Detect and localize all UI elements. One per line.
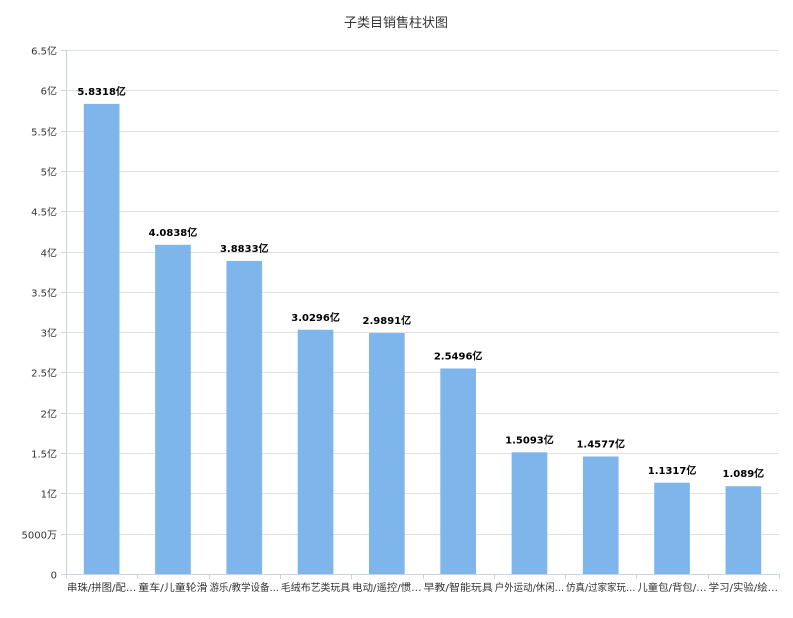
y-tick-label: 2.5亿 xyxy=(31,367,57,380)
bars xyxy=(83,103,762,575)
bar xyxy=(725,486,762,574)
x-tick-label: 户外运动/休闲… xyxy=(495,581,564,594)
y-tick-label: 6.5亿 xyxy=(31,45,57,58)
bar xyxy=(83,103,120,575)
y-tick-label: 4.5亿 xyxy=(31,206,57,219)
bar xyxy=(511,452,548,574)
y-tick-label: 1.5亿 xyxy=(31,448,57,461)
bar xyxy=(440,368,476,574)
x-tick-label: 早教/智能玩具 xyxy=(424,581,493,594)
y-tick-label: 5000万 xyxy=(22,531,57,542)
x-tick-label: 毛绒布艺类玩具 xyxy=(281,581,350,594)
chart-title: 子类目销售柱状图 xyxy=(344,15,448,31)
y-tick-label: 2亿 xyxy=(41,408,57,421)
x-tick-label: 童车/儿童轮滑 xyxy=(138,581,207,594)
data-labels: 5.8318亿 4.0838亿 3.8833亿 3.0296亿 2.9891亿 2.549… xyxy=(77,85,764,480)
data-label: 3.0296亿 xyxy=(291,311,340,324)
x-tick-label: 电动/遥控/惯… xyxy=(352,581,421,594)
x-tick-label: 学习/实验/绘… xyxy=(709,581,778,594)
y-tick-label: 3.5亿 xyxy=(31,287,57,300)
bar xyxy=(369,333,405,574)
bar xyxy=(582,456,619,574)
x-tick-label: 儿童包/背包/… xyxy=(637,581,706,594)
y-tick-label: 4亿 xyxy=(41,247,57,260)
x-tick-label: 串珠/拼图/配… xyxy=(67,581,136,594)
y-tick-label: 5亿 xyxy=(41,166,57,179)
data-label: 2.5496亿 xyxy=(434,349,483,362)
x-tick-label: 仿真/过家家玩… xyxy=(566,581,635,594)
bar xyxy=(654,482,690,574)
y-tick-label: 0 xyxy=(51,571,57,582)
data-label: 3.8833亿 xyxy=(220,242,269,255)
x-axis: 串珠/拼图/配… 童车/儿童轮滑 游乐/教学设备…毛绒布艺类玩具 电动/遥控/惯… 早教… xyxy=(66,574,780,594)
y-tick-label: 5.5亿 xyxy=(31,126,57,139)
bar xyxy=(297,329,334,574)
bar xyxy=(226,260,263,574)
data-label: 1.5093亿 xyxy=(505,433,554,446)
data-label: 5.8318亿 xyxy=(77,85,126,98)
data-label: 4.0838亿 xyxy=(149,226,198,239)
y-tick-label: 6亿 xyxy=(41,85,57,98)
data-label: 1.1317亿 xyxy=(648,464,697,477)
x-tick-label: 游乐/教学设备… xyxy=(210,581,279,594)
data-label: 1.4577亿 xyxy=(576,437,625,450)
y-tick-label: 1亿 xyxy=(41,488,57,501)
y-tick-label: 3亿 xyxy=(41,327,57,340)
y-axis-ticks: 0 5000万 1亿 1.5亿 2亿 2.5亿 3亿 3.5亿 4亿 4.5亿 5亿 5.5亿 6亿 6.… xyxy=(22,45,67,582)
bar xyxy=(155,244,191,574)
data-label: 2.9891亿 xyxy=(363,314,412,327)
data-label: 1.089亿 xyxy=(723,467,765,480)
